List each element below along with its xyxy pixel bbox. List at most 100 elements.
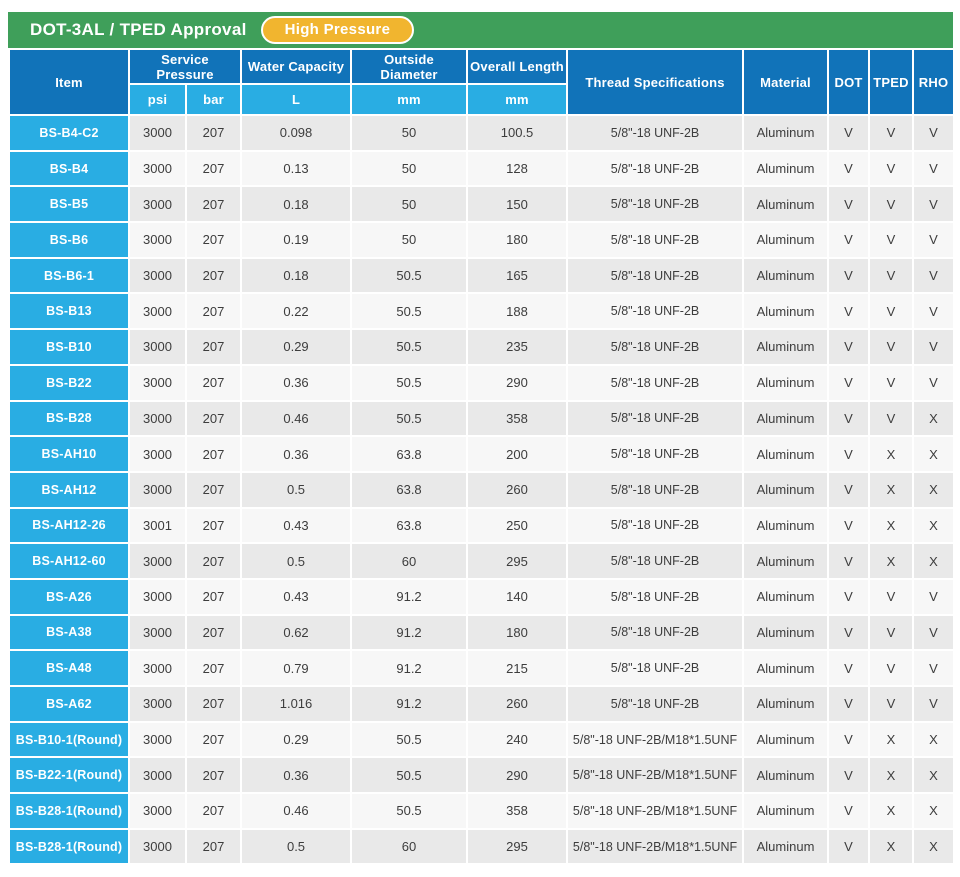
- col-header-item: Item: [8, 48, 130, 116]
- cell-outside-diameter: 50: [350, 185, 469, 224]
- cell-psi: 3000: [128, 363, 187, 402]
- cell-bar: 207: [184, 720, 243, 759]
- unit-header-psi: psi: [128, 83, 187, 116]
- cell-tped: V: [868, 185, 915, 224]
- cell-overall-length: 235: [466, 328, 569, 366]
- table-body: BS-B4-C2 3000 207 0.098 50 100.5 5/8"-18 UNF-2…: [8, 114, 956, 866]
- cell-overall-length: 358: [466, 399, 569, 438]
- cell-bar: 207: [184, 827, 243, 866]
- table-header: Item Service Pressure Water Capacity Out…: [8, 48, 956, 116]
- cell-material: Aluminum: [742, 399, 830, 438]
- table-row: BS-B4-C2 3000 207 0.098 50 100.5 5/8"-18 UNF-2…: [8, 114, 956, 152]
- cell-rho: V: [912, 292, 956, 331]
- cell-thread-spec: 5/8"-18 UNF-2B: [566, 256, 745, 295]
- cell-overall-length: 358: [466, 792, 569, 830]
- cell-rho: V: [912, 221, 956, 259]
- cell-overall-length: 180: [466, 613, 569, 652]
- cell-overall-length: 290: [466, 756, 569, 795]
- cell-material: Aluminum: [742, 292, 830, 331]
- table-row: BS-B22 3000 207 0.36 50.5 290 5/8"-18 UNF-2B Al…: [8, 363, 956, 402]
- cell-water-capacity: 0.18: [240, 256, 353, 295]
- cell-item: BS-B10: [8, 328, 130, 366]
- cell-thread-spec: 5/8"-18 UNF-2B: [566, 185, 745, 224]
- cell-psi: 3000: [128, 185, 187, 224]
- cell-rho: X: [912, 756, 956, 795]
- cell-item: BS-AH12-60: [8, 542, 130, 580]
- cell-material: Aluminum: [742, 756, 830, 795]
- col-header-service-pressure: Service Pressure: [127, 48, 243, 85]
- cell-material: Aluminum: [742, 435, 830, 473]
- cell-dot: V: [827, 542, 871, 580]
- cell-bar: 207: [184, 114, 243, 152]
- cell-rho: V: [912, 149, 956, 188]
- table-row: BS-A48 3000 207 0.79 91.2 215 5/8"-18 UNF-2B Al…: [8, 649, 956, 687]
- cell-rho: X: [912, 827, 956, 866]
- title-bar: DOT-3AL / TPED Approval High Pressure: [8, 12, 953, 48]
- cell-thread-spec: 5/8"-18 UNF-2B: [566, 363, 745, 402]
- cell-tped: V: [868, 399, 915, 438]
- cell-dot: V: [827, 328, 871, 366]
- cell-dot: V: [827, 114, 871, 152]
- cell-bar: 207: [184, 292, 243, 331]
- cell-psi: 3000: [128, 827, 187, 866]
- cell-bar: 207: [184, 756, 243, 795]
- col-header-tped: TPED: [868, 48, 915, 116]
- unit-header-outside-diameter-mm: mm: [350, 83, 469, 116]
- cell-dot: V: [827, 363, 871, 402]
- cell-item: BS-B10-1(Round): [8, 720, 130, 759]
- cell-item: BS-B4-C2: [8, 114, 130, 152]
- cell-thread-spec: 5/8"-18 UNF-2B: [566, 114, 745, 152]
- table-row: BS-AH12-26 3001 207 0.43 63.8 250 5/8"-18 UNF-…: [8, 506, 956, 545]
- cell-psi: 3000: [128, 149, 187, 188]
- cell-rho: V: [912, 685, 956, 723]
- cell-water-capacity: 0.43: [240, 577, 353, 616]
- cell-outside-diameter: 50: [350, 221, 469, 259]
- cell-rho: X: [912, 542, 956, 580]
- cell-dot: V: [827, 292, 871, 331]
- cell-tped: V: [868, 577, 915, 616]
- cell-overall-length: 290: [466, 363, 569, 402]
- cell-tped: X: [868, 792, 915, 830]
- cell-dot: V: [827, 649, 871, 687]
- table-row: BS-B22-1(Round) 3000 207 0.36 50.5 290 5/8"-18…: [8, 756, 956, 795]
- table-row: BS-B28 3000 207 0.46 50.5 358 5/8"-18 UNF-2B Al…: [8, 399, 956, 438]
- cell-item: BS-A62: [8, 685, 130, 723]
- cell-outside-diameter: 63.8: [350, 506, 469, 545]
- cell-tped: X: [868, 542, 915, 580]
- cell-rho: X: [912, 792, 956, 830]
- table-row: BS-AH12-60 3000 207 0.5 60 295 5/8"-18 UNF-2B A…: [8, 542, 956, 580]
- cell-bar: 207: [184, 649, 243, 687]
- cell-bar: 207: [184, 542, 243, 580]
- cell-water-capacity: 0.79: [240, 649, 353, 687]
- cell-thread-spec: 5/8"-18 UNF-2B: [566, 149, 745, 188]
- cell-material: Aluminum: [742, 256, 830, 295]
- cell-material: Aluminum: [742, 577, 830, 616]
- cell-psi: 3000: [128, 720, 187, 759]
- cell-rho: V: [912, 363, 956, 402]
- cell-water-capacity: 0.22: [240, 292, 353, 331]
- cell-material: Aluminum: [742, 827, 830, 866]
- cell-thread-spec: 5/8"-18 UNF-2B: [566, 470, 745, 509]
- cell-dot: V: [827, 613, 871, 652]
- unit-header-water-capacity-l: L: [240, 83, 353, 116]
- cell-item: BS-B28-1(Round): [8, 827, 130, 866]
- cell-tped: X: [868, 506, 915, 545]
- cell-overall-length: 128: [466, 149, 569, 188]
- col-header-dot: DOT: [827, 48, 871, 116]
- col-header-outside-diameter: Outside Diameter: [350, 48, 469, 85]
- cell-psi: 3000: [128, 399, 187, 438]
- cell-dot: V: [827, 185, 871, 224]
- cell-thread-spec: 5/8"-18 UNF-2B/M18*1.5UNF: [566, 720, 745, 759]
- cell-overall-length: 215: [466, 649, 569, 687]
- cell-item: BS-B13: [8, 292, 130, 331]
- table-row: BS-AH12 3000 207 0.5 63.8 260 5/8"-18 UNF-2B Al…: [8, 470, 956, 509]
- cell-dot: V: [827, 149, 871, 188]
- cell-material: Aluminum: [742, 363, 830, 402]
- cell-bar: 207: [184, 149, 243, 188]
- cell-dot: V: [827, 792, 871, 830]
- cell-outside-diameter: 50.5: [350, 399, 469, 438]
- table-row: BS-A26 3000 207 0.43 91.2 140 5/8"-18 UNF-2B Al…: [8, 577, 956, 616]
- cell-outside-diameter: 50: [350, 114, 469, 152]
- cell-overall-length: 188: [466, 292, 569, 331]
- spec-sheet: DOT-3AL / TPED Approval High Pressure It…: [8, 12, 956, 866]
